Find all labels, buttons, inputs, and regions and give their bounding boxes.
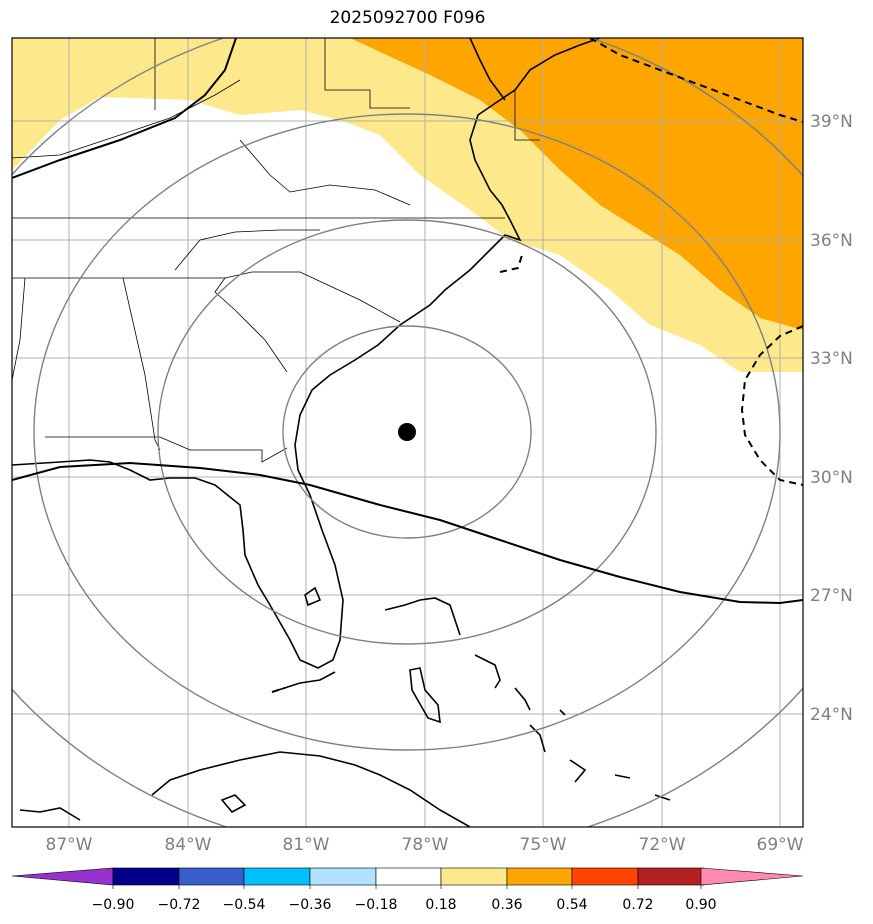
lat-label: 39°N: [810, 112, 853, 132]
colorbar-tick: 0.90: [685, 897, 716, 913]
lon-label: 75°W: [520, 835, 567, 855]
map-frame: [11, 37, 804, 828]
storm-center-marker: [398, 423, 416, 441]
graticule: [12, 38, 803, 827]
field-orange: [350, 38, 803, 330]
colorbar-extend-low: [11, 867, 114, 886]
solid-contours: [12, 38, 803, 605]
colorbar-tick-labels: −0.90 −0.72 −0.54 −0.36 −0.18 0.18 0.36 …: [92, 897, 717, 913]
lon-label: 78°W: [402, 835, 449, 855]
colorbar-bin: [375, 867, 442, 886]
coastlines: [12, 38, 671, 827]
colorbar-bin: [112, 867, 180, 886]
latitude-labels: 39°N 36°N 33°N 30°N 27°N 24°N: [810, 112, 853, 725]
lon-label: 81°W: [283, 835, 330, 855]
lat-label: 36°N: [810, 231, 853, 251]
colorbar-bin: [309, 867, 377, 886]
lat-label: 27°N: [810, 586, 853, 606]
colorbar-tick: −0.18: [355, 897, 398, 913]
lat-label: 24°N: [810, 705, 853, 725]
colorbar-bin: [506, 867, 573, 886]
colorbar: [11, 867, 804, 889]
colorbar-tick: −0.90: [92, 897, 135, 913]
dashed-contours: [271, 38, 803, 693]
lon-label: 72°W: [639, 835, 686, 855]
lon-label: 69°W: [757, 835, 804, 855]
colorbar-extend-high: [700, 867, 804, 886]
colorbar-tick: 0.36: [491, 897, 522, 913]
colorbar-bin: [571, 867, 639, 886]
colorbar-bin: [178, 867, 245, 886]
colorbar-tick: −0.36: [289, 897, 332, 913]
colorbar-tick: −0.72: [158, 897, 201, 913]
colorbar-tick: 0.54: [556, 897, 587, 913]
lon-label: 84°W: [165, 835, 212, 855]
colorbar-tick: −0.54: [223, 897, 266, 913]
lat-label: 30°N: [810, 468, 853, 488]
longitude-labels: 87°W 84°W 81°W 78°W 75°W 72°W 69°W: [46, 835, 804, 855]
lon-label: 87°W: [46, 835, 93, 855]
state-borders: [12, 38, 540, 463]
lat-label: 33°N: [810, 349, 853, 369]
colorbar-bin: [637, 867, 705, 886]
colorbar-tick: 0.72: [622, 897, 653, 913]
colorbar-bin: [440, 867, 508, 886]
map-area: [12, 38, 803, 827]
map-title: 2025092700 F096: [329, 8, 486, 28]
colorbar-bin: [243, 867, 311, 886]
colorbar-tick: 0.18: [425, 897, 456, 913]
range-rings: [12, 38, 803, 827]
